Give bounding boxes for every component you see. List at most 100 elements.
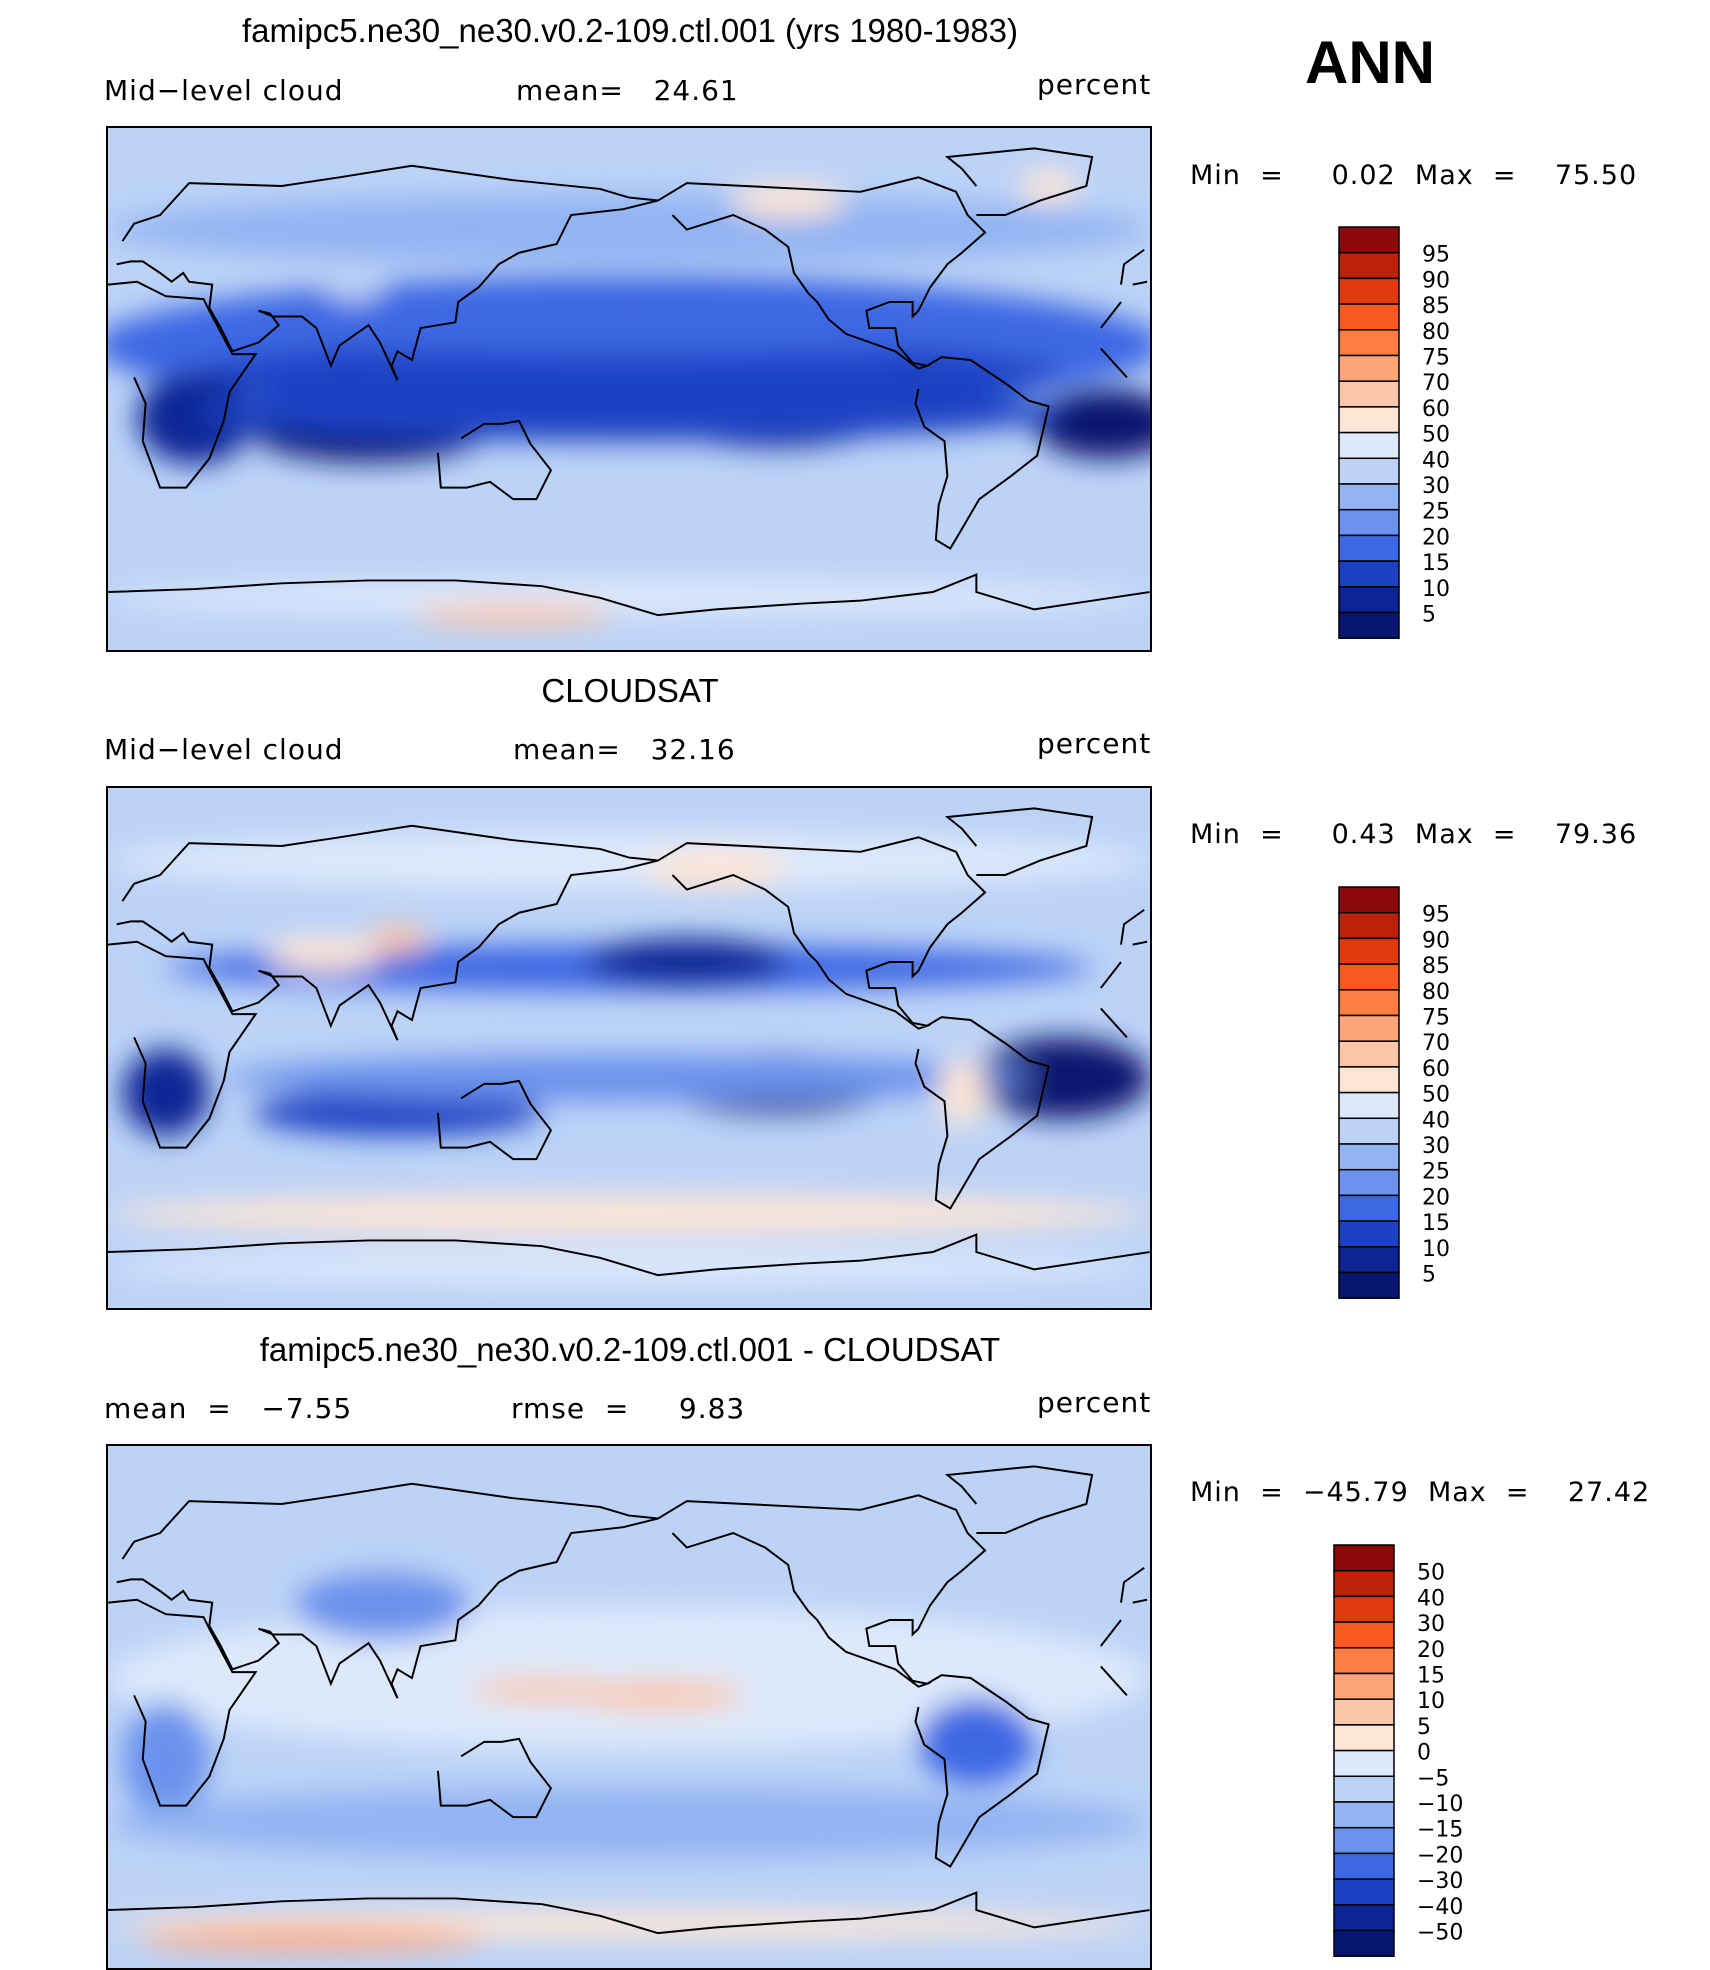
coastline: [914, 1016, 1050, 1210]
coastline: [108, 573, 1150, 617]
colorbar-label: 90: [1422, 928, 1450, 953]
field-contour: [918, 1698, 1035, 1786]
colorbar-swatch: [1333, 1852, 1395, 1880]
colorbar-label: −20: [1417, 1843, 1463, 1868]
colorbar-swatch: [1338, 989, 1400, 1017]
field-contour: [108, 1194, 1150, 1235]
colorbar-label: 30: [1422, 1134, 1450, 1159]
colorbar-swatch: [1333, 1904, 1395, 1932]
colorbar-swatch: [1338, 1246, 1400, 1274]
colorbar-swatch: [1338, 1040, 1400, 1068]
colorbar-swatch: [1338, 1066, 1400, 1094]
coastline: [944, 807, 1094, 877]
colorbar-swatch: [1338, 534, 1400, 562]
colorbar-label: 40: [1422, 448, 1450, 473]
panel-1-title: famipc5.ne30_ne30.v0.2-109.ctl.001 (yrs …: [242, 12, 1018, 49]
colorbar-label: 20: [1422, 1185, 1450, 1210]
coastline: [914, 356, 1050, 550]
colorbar-swatch: [1338, 611, 1400, 639]
coastline: [914, 1674, 1050, 1868]
colorbar-label: 0: [1417, 1741, 1431, 1766]
colorbar-swatch: [1338, 380, 1400, 408]
colorbar-swatch: [1338, 1143, 1400, 1171]
field-contour: [1019, 168, 1078, 204]
panel-1-field-label: Mid−level cloud: [104, 74, 344, 107]
colorbar-label: 25: [1422, 1160, 1450, 1185]
colorbar-label: −10: [1417, 1792, 1463, 1817]
colorbar-label: 40: [1422, 1108, 1450, 1133]
colorbar-swatch: [1338, 1220, 1400, 1248]
colorbar-swatch: [1338, 303, 1400, 331]
field-contour: [1034, 389, 1150, 459]
panel-3-colorbar: 50 40 30 20 15 10 5 0 −5 −10 −15 −20 −30 −40 −50: [1333, 1544, 1523, 1965]
field-contour: [325, 273, 383, 302]
coastline: [108, 1598, 1128, 1807]
coastline: [944, 1465, 1094, 1535]
coastline: [116, 164, 1148, 381]
colorbar-label: 25: [1422, 500, 1450, 525]
colorbar-swatch: [1338, 406, 1400, 434]
colorbar-label: 50: [1422, 423, 1450, 448]
panel-2-title: CLOUDSAT: [541, 672, 719, 709]
field-contour: [108, 194, 1150, 265]
field-contour: [252, 1089, 543, 1136]
colorbar-label: 90: [1422, 268, 1450, 293]
field-contour: [411, 603, 615, 627]
colorbar-label: 60: [1422, 1057, 1450, 1082]
colorbar-label: 70: [1422, 371, 1450, 396]
colorbar-label: 95: [1422, 903, 1450, 928]
panel-3-title: famipc5.ne30_ne30.v0.2-109.ctl.001 - CLO…: [259, 1331, 1001, 1368]
colorbar-label: 75: [1422, 346, 1450, 371]
colorbar-swatch: [1333, 1698, 1395, 1726]
colorbar-swatch: [1333, 1929, 1395, 1957]
panel-1-units: percent: [1037, 68, 1152, 101]
colorbar-swatch: [1338, 1168, 1400, 1197]
colorbar-swatch: [1338, 457, 1400, 485]
colorbar-swatch: [1338, 431, 1400, 460]
colorbar-swatch: [1338, 1271, 1400, 1299]
colorbar-label: 60: [1422, 397, 1450, 422]
colorbar-swatch: [1338, 586, 1400, 614]
field-contour: [194, 307, 1064, 355]
field-contour: [194, 383, 1064, 442]
panel-1-map: [106, 126, 1152, 652]
colorbar-label: −5: [1417, 1766, 1449, 1791]
panel-1-mean: mean= 24.61: [516, 74, 739, 107]
colorbar-swatch: [1338, 1194, 1400, 1222]
coastline: [116, 824, 1148, 1041]
panel-2-field-label: Mid−level cloud: [104, 733, 344, 766]
field-contour: [296, 1570, 470, 1641]
coastline: [436, 1079, 553, 1161]
field-contour: [469, 1678, 615, 1702]
field-contour: [938, 1057, 986, 1128]
colorbar-swatch: [1333, 1544, 1395, 1572]
colorbar-label: 80: [1422, 320, 1450, 345]
colorbar-swatch: [1338, 508, 1400, 537]
colorbar-swatch: [1338, 1091, 1400, 1120]
coastline: [944, 147, 1094, 217]
field-contour: [108, 513, 1150, 584]
colorbar-label: −30: [1417, 1869, 1463, 1894]
panel-2-mean: mean= 32.16: [513, 733, 736, 766]
colorbar-swatch: [1338, 277, 1400, 305]
colorbar-label: 10: [1422, 577, 1450, 602]
colorbar-swatch: [1333, 1672, 1395, 1700]
colorbar-swatch: [1338, 251, 1400, 280]
colorbar-label: 50: [1417, 1561, 1445, 1586]
field-contour: [976, 1037, 1150, 1119]
panel-2-map: [106, 786, 1152, 1310]
panel-3-rmse: rmse = 9.83: [511, 1392, 746, 1425]
colorbar-swatch: [1338, 560, 1400, 588]
colorbar-label: −15: [1417, 1818, 1463, 1843]
field-contour: [108, 831, 1150, 890]
colorbar-label: 40: [1417, 1586, 1445, 1611]
field-contour: [585, 938, 789, 986]
colorbar-label: 30: [1422, 474, 1450, 499]
panel-3-minmax: Min = −45.79 Max = 27.42: [1190, 1477, 1651, 1508]
colorbar-label: 10: [1422, 1237, 1450, 1262]
panel-2-colorbar: 95 90 85 80 75 70 60 50 40 30 25 20 15 10 5: [1338, 886, 1528, 1307]
panel-2-units: percent: [1037, 727, 1152, 760]
colorbar-label: 5: [1422, 603, 1436, 628]
colorbar-label: 15: [1422, 551, 1450, 576]
field-contour: [108, 1489, 1150, 1577]
